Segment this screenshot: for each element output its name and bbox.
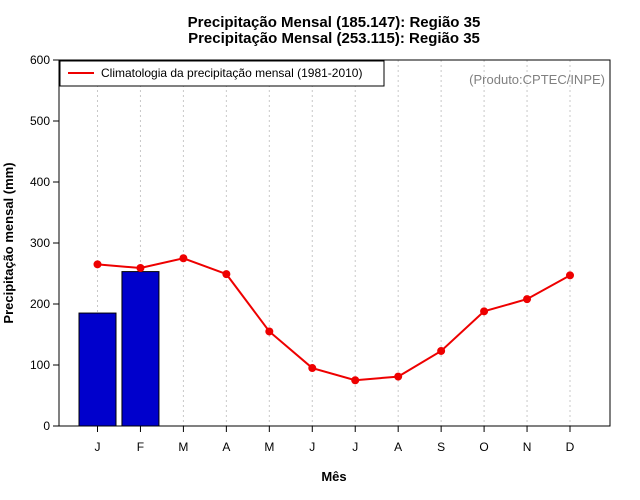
y-axis-title: Precipitação mensal (mm) — [1, 162, 16, 323]
y-axis: 0 100 200 300 400 500 600 — [30, 53, 59, 433]
climatology-point-8 — [437, 346, 446, 355]
climatology-point-0 — [93, 260, 102, 269]
climatology-point-10 — [523, 295, 532, 304]
chart-title-line-2: Precipitação Mensal (253.115): Região 35 — [188, 30, 480, 47]
x-tick-label: M — [178, 440, 188, 454]
x-tick-label: J — [309, 440, 315, 454]
x-tick-label: J — [95, 440, 101, 454]
legend-box — [59, 60, 385, 87]
x-tick-label: S — [437, 440, 445, 454]
climatology-point-7 — [394, 372, 403, 381]
x-tick-label: D — [566, 440, 575, 454]
legend: Climatologia da precipitação mensal (198… — [59, 60, 385, 87]
y-tick-label: 200 — [30, 297, 50, 311]
x-tick-label: J — [352, 440, 358, 454]
x-tick-label: M — [264, 440, 274, 454]
x-tick-label: A — [394, 440, 402, 454]
legend-entry-climatology: Climatologia da precipitação mensal (198… — [101, 66, 362, 80]
y-tick-label: 600 — [30, 53, 50, 67]
chart-title-line-1: Precipitação Mensal (185.147): Região 35 — [188, 14, 481, 31]
x-tick-label: O — [479, 440, 488, 454]
climatology-point-1 — [136, 264, 145, 273]
climatology-point-3 — [222, 270, 231, 279]
bar-0 — [78, 312, 117, 427]
climatology-point-9 — [480, 307, 489, 316]
source-annotation: (Produto:CPTEC/INPE) — [469, 72, 605, 87]
climatology-point-2 — [179, 254, 188, 263]
y-tick-label: 300 — [30, 236, 50, 250]
y-tick-label: 400 — [30, 175, 50, 189]
bar-1 — [121, 271, 160, 427]
x-tick-label: A — [222, 440, 230, 454]
x-axis-title: Mês — [321, 469, 346, 484]
climatology-line — [97, 257, 571, 382]
y-tick-label: 0 — [43, 419, 50, 433]
climatology-point-11 — [566, 271, 574, 280]
y-tick-label: 100 — [30, 358, 50, 372]
y-tick-label: 500 — [30, 114, 50, 128]
climatology-point-5 — [308, 364, 317, 373]
climatology-series — [93, 254, 574, 385]
climatology-point-6 — [351, 376, 360, 385]
x-tick-label: F — [137, 440, 144, 454]
x-tick-label: N — [523, 440, 532, 454]
bar-series — [78, 271, 160, 427]
vertical-grid — [97, 60, 571, 426]
climatology-point-4 — [265, 327, 274, 336]
